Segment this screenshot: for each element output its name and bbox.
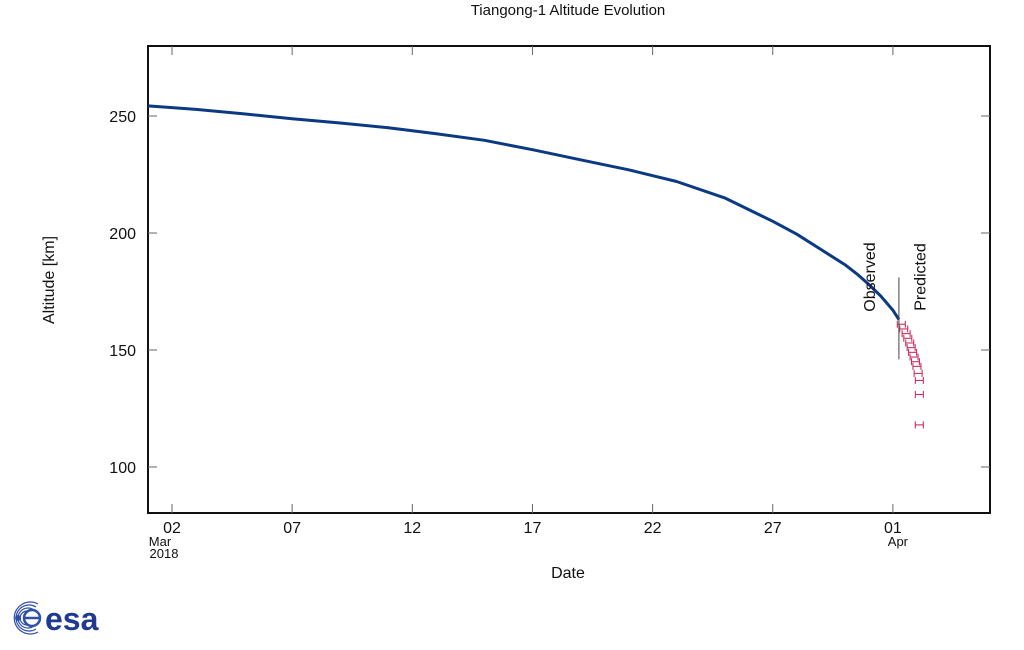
plot-frame — [147, 45, 991, 514]
predicted-marker — [903, 334, 913, 342]
plot-border — [147, 45, 991, 514]
y-axis-ticks: 100 150 200 250 — [109, 109, 990, 477]
x-tick-sublabel: Mar — [149, 534, 172, 549]
predicted-marker — [910, 358, 921, 366]
predicted-marker — [909, 353, 919, 361]
predicted-marker — [906, 344, 916, 352]
predicted-marker — [914, 376, 924, 384]
x-tick-label: 01 — [884, 520, 902, 537]
esa-globe-icon: esa — [13, 601, 99, 637]
x-tick-label: 07 — [283, 520, 301, 537]
x-tick-label: 02 — [163, 520, 181, 537]
x-tick-year: 2018 — [150, 546, 179, 561]
y-tick-label: 100 — [109, 460, 136, 477]
chart-title: Tiangong-1 Altitude Evolution — [470, 2, 666, 19]
y-tick-label: 250 — [109, 109, 136, 126]
predicted-marker — [914, 421, 924, 429]
y-tick-label: 200 — [109, 226, 136, 243]
predicted-marker — [899, 325, 909, 333]
predicted-marker — [914, 390, 924, 398]
x-tick-label: 17 — [524, 520, 542, 537]
x-tick-label: 12 — [403, 520, 421, 537]
x-tick-label: 22 — [644, 520, 662, 537]
predicted-marker — [905, 339, 915, 347]
predicted-marker — [912, 362, 922, 370]
x-axis-label: Date — [551, 565, 585, 582]
svg-text:esa: esa — [45, 601, 99, 637]
predicted-marker — [901, 330, 911, 338]
series-layer — [147, 104, 924, 429]
predicted-marker — [908, 348, 918, 356]
predicted-marker — [913, 369, 923, 377]
annotation-predicted: Predicted — [912, 243, 929, 311]
esa-logo: esa — [8, 598, 128, 638]
x-tick-label: 27 — [764, 520, 782, 537]
annotation-observed: Observed — [862, 242, 879, 311]
y-tick-label: 150 — [109, 343, 136, 360]
y-axis-label: Altitude [km] — [41, 235, 58, 325]
annotations: Observed Predicted — [862, 242, 929, 360]
observed-line — [147, 104, 901, 321]
x-tick-sublabel: Apr — [888, 534, 909, 549]
